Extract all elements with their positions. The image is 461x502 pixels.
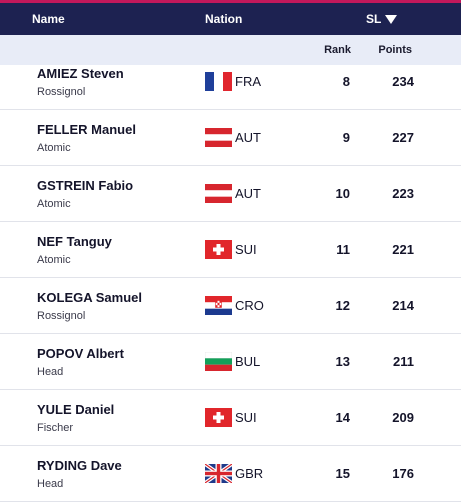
athlete-brand: Atomic	[37, 254, 71, 266]
nation-code: SUI	[235, 242, 257, 257]
table-row[interactable]: NEF Tanguy Atomic SUI 11 221	[0, 222, 461, 278]
athlete-points: 223	[392, 186, 414, 201]
column-header-points: Points	[378, 44, 412, 56]
table-row[interactable]: RYDING Dave Head GBR 15 176	[0, 446, 461, 502]
bul-flag-icon	[205, 352, 232, 371]
cro-flag-icon	[205, 296, 232, 315]
accent-bar	[0, 0, 461, 3]
athlete-rank: 14	[335, 410, 350, 425]
athlete-name: RYDING Dave	[37, 458, 122, 473]
table-row[interactable]: KOLEGA Samuel Rossignol CRO 12 214	[0, 278, 461, 334]
nation-code: AUT	[235, 130, 261, 145]
athlete-brand: Head	[37, 478, 64, 490]
athlete-points: 227	[392, 130, 414, 145]
table-subheader: Rank Points	[0, 35, 461, 65]
athlete-name: KOLEGA Samuel	[37, 290, 142, 305]
athlete-name: POPOV Albert	[37, 346, 124, 361]
table-row[interactable]: GSTREIN Fabio Atomic AUT 10 223	[0, 166, 461, 222]
column-header-nation[interactable]: Nation	[205, 12, 243, 26]
athlete-name: AMIEZ Steven	[37, 66, 124, 81]
athlete-points: 176	[392, 466, 414, 481]
athlete-rank: 12	[335, 298, 350, 313]
fra-flag-icon	[205, 72, 232, 91]
table-header: Name Nation SL	[0, 3, 461, 35]
athlete-name: NEF Tanguy	[37, 234, 112, 249]
athlete-nation: AUT	[205, 128, 261, 147]
athlete-points: 211	[393, 354, 414, 369]
athlete-name: FELLER Manuel	[37, 122, 136, 137]
athlete-points: 209	[392, 410, 414, 425]
nation-code: AUT	[235, 186, 261, 201]
athlete-rank: 10	[335, 186, 350, 201]
athlete-nation: SUI	[205, 408, 257, 427]
sui-flag-icon	[205, 240, 232, 259]
athlete-name: GSTREIN Fabio	[37, 178, 134, 193]
gbr-flag-icon	[205, 464, 232, 483]
athlete-points: 221	[392, 242, 414, 257]
athlete-rank: 11	[336, 242, 350, 257]
athlete-nation: CRO	[205, 296, 264, 315]
athlete-nation: FRA	[205, 72, 261, 91]
athlete-nation: GBR	[205, 464, 263, 483]
column-header-rank: Rank	[324, 44, 351, 56]
triangle-down-icon	[385, 14, 398, 24]
standings-list: AMIEZ Steven Rossignol FRA 8 234 FELLER …	[0, 54, 461, 502]
nation-code: FRA	[235, 74, 261, 89]
nation-code: BUL	[235, 354, 261, 369]
aut-flag-icon	[205, 128, 232, 147]
column-header-discipline: SL	[366, 12, 382, 26]
athlete-brand: Rossignol	[37, 310, 86, 322]
nation-code: CRO	[235, 298, 264, 313]
discipline-sort-button[interactable]: SL	[366, 12, 398, 26]
sui-flag-icon	[205, 408, 232, 427]
athlete-name: YULE Daniel	[37, 402, 115, 417]
athlete-points: 214	[392, 298, 414, 313]
table-row[interactable]: FELLER Manuel Atomic AUT 9 227	[0, 110, 461, 166]
athlete-brand: Head	[37, 366, 64, 378]
column-header-name[interactable]: Name	[32, 12, 65, 26]
nation-code: SUI	[235, 410, 257, 425]
athlete-rank: 9	[342, 130, 350, 145]
athlete-brand: Atomic	[37, 142, 71, 154]
table-row[interactable]: POPOV Albert Head BUL 13 211	[0, 334, 461, 390]
athlete-brand: Fischer	[37, 422, 74, 434]
nation-code: GBR	[235, 466, 264, 481]
athlete-brand: Rossignol	[37, 86, 86, 98]
athlete-nation: AUT	[205, 184, 261, 203]
table-row[interactable]: AMIEZ Steven Rossignol FRA 8 234	[0, 54, 461, 110]
athlete-points: 234	[392, 74, 414, 89]
athlete-rank: 8	[342, 74, 350, 89]
aut-flag-icon	[205, 184, 232, 203]
athlete-rank: 15	[335, 466, 350, 481]
athlete-nation: SUI	[205, 240, 257, 259]
athlete-brand: Atomic	[37, 198, 71, 210]
athlete-nation: BUL	[205, 352, 260, 371]
athlete-rank: 13	[335, 354, 350, 369]
table-row[interactable]: YULE Daniel Fischer SUI 14 209	[0, 390, 461, 446]
